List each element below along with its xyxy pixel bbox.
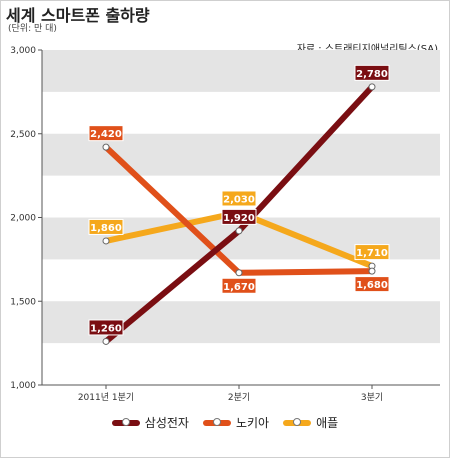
y-tick-label: 1,000 [10,381,36,391]
data-point-samsung [102,337,110,345]
data-point-samsung [235,227,243,235]
legend-label-apple: 애플 [316,416,339,430]
y-tick-label: 3,000 [10,46,36,56]
legend-item-nokia: 노키아 [202,414,270,431]
legend-swatch-samsung [111,417,140,426]
data-point-nokia [368,267,376,275]
y-tick-label: 1,500 [10,297,36,307]
chart-title: 세계 스마트폰 출하량 [6,6,150,25]
data-point-nokia [102,143,110,151]
data-label-nokia: 1,670 [223,282,255,293]
chart-source: 자료 : 스트래티지애널리틱스(SA) [296,44,438,55]
x-tick-label: 3분기 [361,392,383,403]
data-label-samsung: 1,260 [90,323,122,334]
data-point-nokia [235,269,243,277]
legend-label-samsung: 삼성전자 [144,416,189,430]
data-label-box-nokia [88,125,124,142]
legend-item-apple: 애플 [283,414,338,431]
x-tick-label: 2011년 1분기 [78,392,134,403]
legend-swatch-apple [283,417,312,426]
legend-item-samsung: 삼성전자 [111,414,189,431]
data-label-samsung: 2,780 [356,69,388,80]
data-label-box-nokia [354,276,390,293]
legend-label-nokia: 노키아 [235,416,270,430]
data-point-apple [102,237,110,245]
y-tick-label: 2,000 [10,214,36,224]
data-label-box-samsung [354,64,390,81]
y-tick-label: 2,500 [10,130,36,140]
data-label-apple: 1,860 [90,223,122,234]
data-label-apple: 2,030 [223,194,255,205]
data-label-box-apple [354,244,390,261]
data-label-nokia: 1,680 [356,280,388,291]
chart-unit: (단위: 만 대) [8,24,57,34]
legend-swatch-nokia [202,417,231,426]
data-label-box-nokia [221,277,257,294]
data-label-box-apple [221,190,257,207]
data-point-samsung [368,83,376,91]
data-label-samsung: 1,920 [223,213,255,224]
data-label-apple: 1,710 [356,248,388,259]
chart-legend: 삼성전자 노키아 애플 [0,414,450,431]
data-label-box-samsung [88,319,124,336]
x-tick-label: 2분기 [228,392,250,403]
data-label-box-samsung [221,208,257,225]
data-label-nokia: 2,420 [90,129,122,140]
data-label-box-apple [88,218,124,235]
